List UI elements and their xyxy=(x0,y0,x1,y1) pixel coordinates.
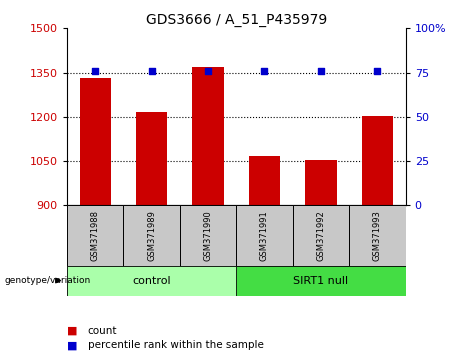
Bar xyxy=(67,266,236,296)
Text: GSM371989: GSM371989 xyxy=(147,210,156,261)
Bar xyxy=(193,67,224,205)
Bar xyxy=(249,156,280,205)
Bar xyxy=(136,112,167,205)
Point xyxy=(374,68,381,74)
Bar xyxy=(180,205,236,266)
Text: GSM371991: GSM371991 xyxy=(260,210,269,261)
Bar xyxy=(123,205,180,266)
Point xyxy=(204,68,212,74)
Text: percentile rank within the sample: percentile rank within the sample xyxy=(88,340,264,350)
Bar xyxy=(349,205,406,266)
Point xyxy=(261,68,268,74)
Text: GSM371988: GSM371988 xyxy=(90,210,100,261)
Text: ■: ■ xyxy=(67,340,77,350)
Bar xyxy=(293,205,349,266)
Text: GSM371993: GSM371993 xyxy=(373,210,382,261)
Bar xyxy=(362,116,393,205)
Text: control: control xyxy=(132,275,171,286)
Bar xyxy=(80,78,111,205)
Text: SIRT1 null: SIRT1 null xyxy=(293,275,349,286)
Bar xyxy=(236,205,293,266)
Bar xyxy=(236,266,406,296)
Point xyxy=(148,68,155,74)
Bar xyxy=(67,205,123,266)
Text: genotype/variation: genotype/variation xyxy=(5,276,91,285)
Point xyxy=(91,68,99,74)
Point xyxy=(317,68,325,74)
Title: GDS3666 / A_51_P435979: GDS3666 / A_51_P435979 xyxy=(146,13,327,27)
Text: GSM371992: GSM371992 xyxy=(316,210,325,261)
Text: GSM371990: GSM371990 xyxy=(203,210,213,261)
Text: ■: ■ xyxy=(67,326,77,336)
Bar xyxy=(306,160,337,205)
Text: count: count xyxy=(88,326,117,336)
